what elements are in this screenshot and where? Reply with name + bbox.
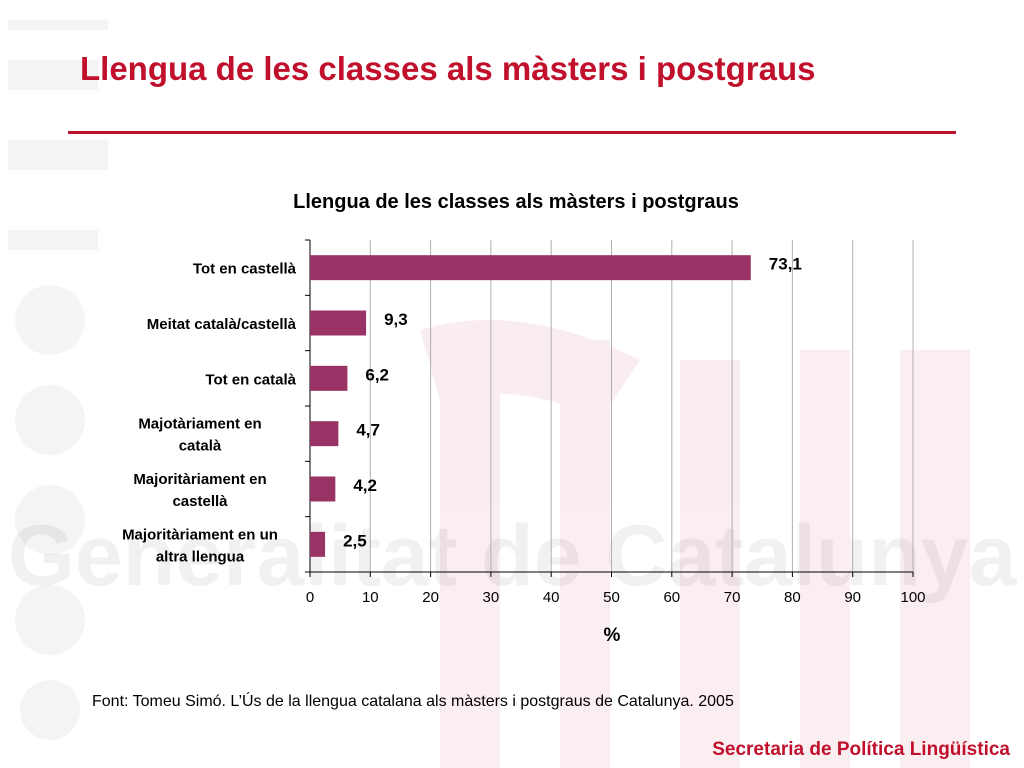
bar [310,476,336,502]
data-label: 9,3 [384,310,408,329]
x-tick-label: 100 [900,589,925,606]
data-label: 73,1 [769,255,802,274]
x-tick-label: 50 [603,589,620,606]
bar [310,531,326,557]
bar [310,421,339,447]
labels: 0 10 20 30 40 50 60 70 80 90 100 73,1 Tot en castell… [122,255,925,606]
category-label: Majoritàriament en un [122,526,278,543]
x-tick-label: 0 [306,589,314,606]
x-tick-label: 30 [483,589,500,606]
bar [310,365,348,391]
data-label: 2,5 [343,531,367,550]
x-tick-label: 20 [422,589,439,606]
footer-department: Secretaria de Política Lingüística [712,739,1010,760]
category-label: català [179,438,222,455]
category-label: altra llengua [156,548,245,565]
data-label: 6,2 [365,365,389,384]
category-label: Majoritàriament en [133,471,266,488]
x-tick-label: 40 [543,589,560,606]
source-citation: Font: Tomeu Simó. L’Ús de la llengua cat… [92,693,734,710]
x-tick-label: 60 [663,589,680,606]
category-label: Tot en castellà [193,261,297,278]
data-label: 4,7 [356,421,380,440]
title-divider [68,131,956,134]
axes [305,239,914,577]
bar [310,255,751,281]
gridlines [369,240,914,572]
chart-title: Llengua de les classes als màsters i pos… [293,191,739,213]
category-label: Meitat català/castellà [147,316,297,333]
x-tick-label: 80 [784,589,801,606]
category-label: Majotàriament en [138,416,261,433]
watermark-text: Generalitat de Catalunya [8,508,1018,604]
x-tick-label: 10 [362,589,379,606]
x-tick-label: 90 [844,589,861,606]
category-label: Tot en català [205,371,296,388]
bars [310,255,751,557]
category-label: castellà [172,493,228,510]
x-tick-label: 70 [724,589,741,606]
data-label: 4,2 [353,476,377,495]
bar [310,310,367,336]
slide-title: Llengua de les classes als màsters i pos… [80,50,816,87]
x-axis-title: % [604,625,621,646]
